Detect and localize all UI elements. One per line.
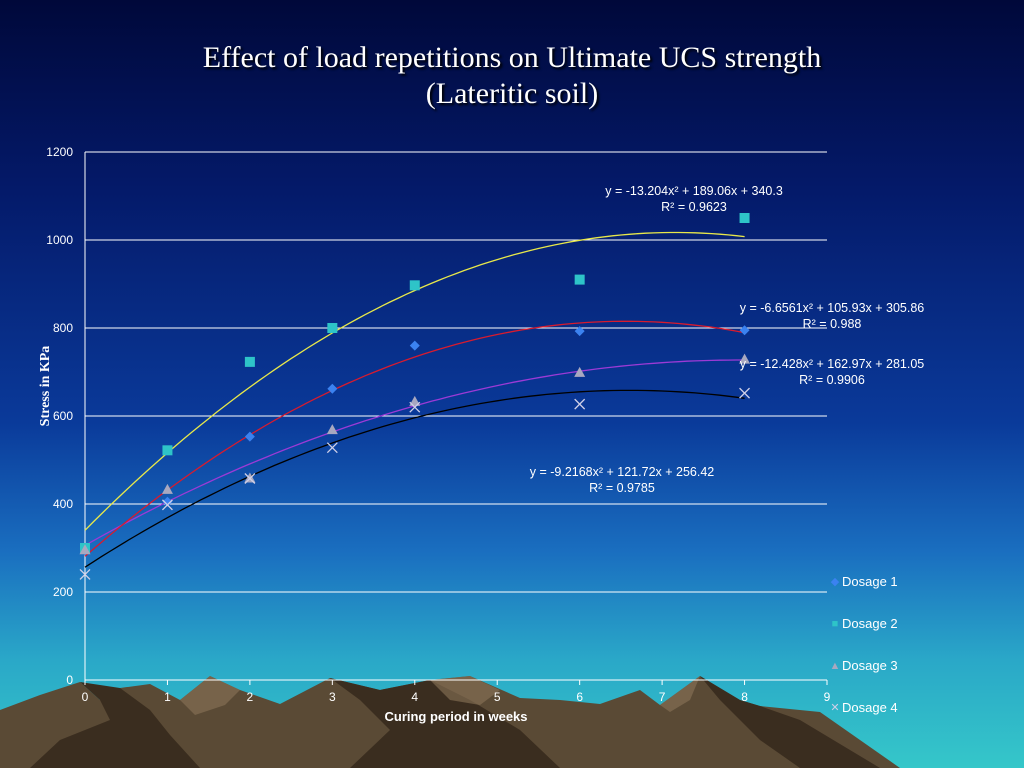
x-tick-label: 0: [82, 690, 89, 704]
x-marker-icon: ✕: [830, 702, 840, 714]
trendline-dosage-1: [84, 359, 745, 546]
x-marker-stroke: [161, 499, 173, 511]
y-axis-label: Stress in KPa: [38, 345, 53, 427]
legend-item-dosage-2: ■ Dosage 2: [828, 616, 898, 631]
x-tick-label: 5: [494, 690, 501, 704]
x-axis-label: Curing period in weeks: [384, 709, 528, 724]
data-point: [574, 398, 586, 410]
legend-label: Dosage 2: [842, 616, 898, 631]
mountain-highlight: [180, 676, 700, 715]
y-tick-label: 0: [66, 673, 73, 687]
data-point: [739, 353, 751, 364]
data-point: [409, 340, 420, 351]
y-tick-label: 200: [53, 585, 73, 599]
data-point: [574, 326, 585, 337]
data-point: [574, 366, 586, 377]
title-line-1: Effect of load repetitions on Ultimate U…: [202, 41, 822, 74]
data-point: [326, 442, 338, 454]
r-squared-text: R² = 0.988: [802, 317, 862, 331]
x-marker-stroke: [409, 401, 421, 413]
trendline-dosage-3: [84, 320, 745, 557]
equation-dosage-2: y = -13.204x² + 189.06x + 340.3 R² = 0.9…: [574, 183, 814, 215]
x-marker-stroke: [79, 568, 91, 580]
title-line-2: (Lateritic soil): [425, 77, 599, 110]
equation-text: y = -12.428x² + 162.97x + 281.05: [739, 357, 925, 371]
y-tick-label: 400: [53, 497, 73, 511]
equation-text: y = -6.6561x² + 105.93x + 305.86: [739, 301, 925, 315]
data-point: [327, 323, 338, 333]
x-tick-label: 3: [329, 690, 336, 704]
data-point: [409, 280, 420, 291]
x-marker-stroke: [739, 387, 751, 399]
data-point: [739, 213, 750, 223]
diamond-marker-icon: ◆: [830, 576, 840, 588]
triangle-marker-icon: ▲: [829, 659, 841, 672]
x-tick-label: 6: [576, 690, 583, 704]
data-point: [327, 383, 338, 394]
x-marker-stroke: [244, 473, 256, 484]
r-squared-text: R² = 0.9906: [799, 373, 865, 387]
data-point: [161, 499, 173, 511]
data-point: [739, 387, 751, 399]
data-point: [409, 401, 421, 413]
data-point: [162, 496, 173, 507]
trendline-dosage-2: [84, 231, 745, 531]
data-point: [244, 431, 255, 442]
data-point: [574, 274, 585, 285]
data-point: [161, 483, 173, 494]
trendline-dosage-4: [84, 389, 745, 568]
equation-dosage-4: y = -9.2168x² + 121.72x + 256.42 R² = 0.…: [502, 464, 742, 496]
data-point: [409, 395, 421, 406]
legend-item-dosage-3: ▲ Dosage 3: [828, 658, 898, 673]
data-point: [326, 424, 338, 435]
x-tick-label: 7: [659, 690, 666, 704]
r-squared-text: R² = 0.9623: [661, 200, 727, 214]
data-point: [244, 473, 256, 484]
chart-title: Effect of load repetitions on Ultimate U…: [0, 40, 1024, 112]
equation-dosage-1: y = -6.6561x² + 105.93x + 305.86 R² = 0.…: [712, 300, 952, 332]
legend-item-dosage-4: ✕ Dosage 4: [828, 700, 898, 715]
data-point: [162, 445, 173, 456]
data-point: [244, 472, 256, 483]
x-tick-label: 9: [824, 690, 831, 704]
y-tick-label: 1000: [46, 233, 73, 247]
data-point: [244, 356, 255, 367]
square-marker-icon: ■: [831, 617, 839, 630]
x-tick-label: 4: [411, 690, 418, 704]
legend-label: Dosage 1: [842, 574, 898, 589]
r-squared-text: R² = 0.9785: [589, 481, 655, 495]
x-tick-label: 8: [741, 690, 748, 704]
y-tick-label: 1200: [46, 145, 73, 159]
legend-item-dosage-1: ◆ Dosage 1: [828, 574, 898, 589]
y-tick-label: 600: [53, 409, 73, 423]
x-tick-label: 1: [164, 690, 171, 704]
equation-text: y = -9.2168x² + 121.72x + 256.42: [529, 465, 715, 479]
data-point: [79, 568, 91, 580]
x-tick-label: 2: [247, 690, 254, 704]
legend-label: Dosage 3: [842, 658, 898, 673]
legend-label: Dosage 4: [842, 700, 898, 715]
equation-text: y = -13.204x² + 189.06x + 340.3: [605, 184, 783, 198]
equation-dosage-3: y = -12.428x² + 162.97x + 281.05 R² = 0.…: [712, 356, 952, 388]
x-marker-stroke: [574, 398, 586, 410]
data-point: [79, 544, 91, 555]
mountain-decoration: [0, 676, 900, 768]
x-marker-stroke: [326, 442, 338, 454]
y-tick-label: 800: [53, 321, 73, 335]
mountain-shading: [30, 676, 880, 768]
data-point: [739, 325, 750, 336]
